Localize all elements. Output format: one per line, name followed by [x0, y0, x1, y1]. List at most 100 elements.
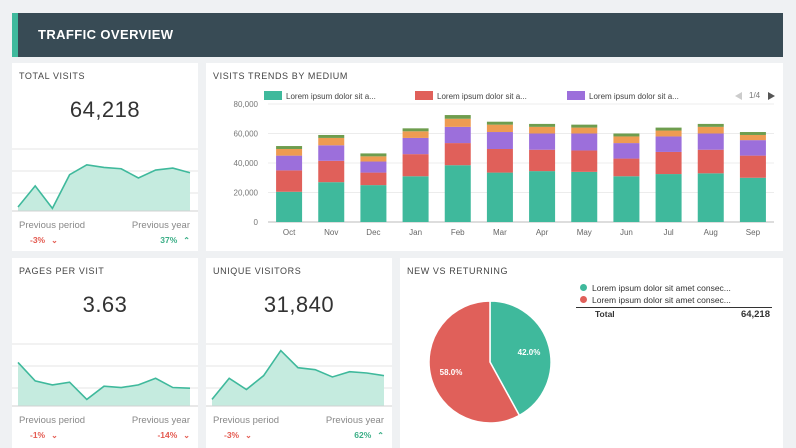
- bar-segment: [613, 158, 640, 177]
- sparkline-area: [18, 362, 190, 406]
- previous-period-value: -3%: [30, 235, 46, 245]
- sparkline-area: [212, 350, 384, 406]
- bar-segment: [486, 172, 513, 222]
- unique-visitors-value: 31,840: [263, 292, 335, 317]
- unique-visitors-card: UNIQUE VISITORS 31,840 Previous period P…: [206, 258, 392, 448]
- previous-year-label: Previous year: [131, 415, 190, 426]
- bar-segment: [571, 124, 598, 128]
- x-tick-label: Apr: [536, 228, 549, 237]
- bar-segment: [360, 172, 387, 186]
- bar-segment: [739, 132, 766, 135]
- bar-segment: [318, 182, 345, 222]
- bar-segment: [613, 143, 640, 159]
- bar-segment: [697, 123, 724, 127]
- bar-segment: [655, 151, 682, 175]
- previous-period-change: -1% ⌄: [30, 430, 58, 440]
- new-vs-returning-card: NEW VS RETURNING 42.0% 58.0% Lorem ipsum …: [400, 258, 783, 448]
- bar-segment: [697, 133, 724, 150]
- total-label: Total: [595, 309, 615, 319]
- legend-item-series-2: Lorem ipsum dolor sit a...: [415, 91, 527, 101]
- bar-segment: [444, 126, 471, 144]
- arrow-down-icon: ⌄: [183, 431, 190, 440]
- bar-segment: [402, 137, 429, 155]
- previous-period-label: Previous period: [213, 415, 280, 426]
- bar-segment: [697, 149, 724, 174]
- previous-year-value: -14%: [157, 430, 178, 440]
- bar-segment: [655, 136, 682, 152]
- bar-segment: [529, 171, 556, 222]
- sparkline-line: [211, 349, 385, 400]
- bar-segment: [739, 134, 766, 141]
- bar-segment: [739, 140, 766, 156]
- pie-slice: [428, 300, 521, 424]
- bar-segment: [360, 156, 387, 162]
- card-title: PAGES PER VISIT: [19, 266, 105, 276]
- x-tick-label: Jan: [409, 228, 422, 237]
- bar-segment: [444, 115, 471, 119]
- pie-slice-label: 58.0%: [440, 368, 463, 377]
- previous-year-label: Previous year: [131, 220, 190, 231]
- legend-next-page-icon[interactable]: [768, 92, 775, 100]
- arrow-down-icon: ⌄: [51, 431, 58, 440]
- previous-period-change: -3% ⌄: [30, 235, 58, 245]
- bar-segment: [697, 126, 724, 134]
- bar-segment: [571, 171, 598, 222]
- y-tick-label: 80,000: [234, 100, 259, 109]
- card-title: TOTAL VISITS: [19, 71, 86, 81]
- bar-segment: [402, 154, 429, 177]
- bar-segment: [655, 130, 682, 137]
- bar-segment: [486, 124, 513, 133]
- total-visits-sparkline: [12, 148, 198, 212]
- x-tick-label: Feb: [451, 228, 465, 237]
- bar-segment: [402, 176, 429, 222]
- bar-segment: [276, 148, 303, 156]
- unique-visitors-sparkline: [206, 343, 392, 407]
- x-tick-label: Aug: [704, 228, 718, 237]
- x-tick-label: Dec: [366, 228, 380, 237]
- pie-legend-item-returning: Lorem ipsum dolor sit amet consec...: [580, 295, 731, 305]
- bar-segment: [697, 173, 724, 222]
- bar-segment: [613, 176, 640, 222]
- legend-dot: [580, 284, 587, 291]
- previous-period-label: Previous period: [19, 415, 86, 426]
- legend-swatch: [415, 91, 433, 100]
- y-tick-label: 0: [254, 218, 259, 227]
- visits-trends-card: VISITS TRENDS BY MEDIUM Lorem ipsum dolo…: [206, 63, 783, 251]
- bar-segment: [571, 133, 598, 151]
- y-tick-label: 20,000: [234, 189, 259, 198]
- bar-segment: [402, 128, 429, 132]
- arrow-down-icon: ⌄: [51, 236, 58, 245]
- bar-segment: [739, 155, 766, 178]
- bar-segment: [529, 123, 556, 127]
- arrow-up-icon: ⌃: [377, 431, 384, 440]
- bar-segment: [571, 150, 598, 172]
- dashboard-header: TRAFFIC OVERVIEW: [12, 13, 783, 57]
- bar-segment: [444, 143, 471, 166]
- previous-year-change: -14% ⌄: [157, 430, 190, 440]
- previous-year-value: 37%: [160, 235, 178, 245]
- bar-segment: [276, 191, 303, 222]
- legend-swatch: [567, 91, 585, 100]
- pages-per-visit-value: 3.63: [82, 292, 128, 317]
- bar-segment: [613, 136, 640, 144]
- y-tick-label: 40,000: [234, 159, 259, 168]
- legend-divider: [576, 307, 772, 308]
- legend-swatch: [264, 91, 282, 100]
- previous-period-change: -3% ⌄: [224, 430, 252, 440]
- bar-segment: [571, 127, 598, 134]
- bar-segment: [360, 185, 387, 222]
- visits-trends-bar-chart: 0 20,000 40,000 60,000 80,000 Oct Nov Dec Jan Feb…: [234, 100, 774, 237]
- x-tick-label: Sep: [746, 228, 761, 237]
- pie-slice: [489, 300, 552, 417]
- legend-label: Lorem ipsum dolor sit amet consec...: [592, 283, 731, 293]
- bar-segment: [486, 132, 513, 149]
- bar-segment: [360, 153, 387, 157]
- previous-year-change: 62% ⌃: [354, 430, 384, 440]
- legend-prev-page-icon[interactable]: [735, 92, 742, 100]
- x-tick-label: Oct: [283, 228, 296, 237]
- sparkline-area: [18, 164, 190, 211]
- pages-per-visit-card: PAGES PER VISIT 3.63 Previous period Pre…: [12, 258, 198, 448]
- bar-segment: [444, 165, 471, 222]
- new-vs-returning-pie-chart: 42.0% 58.0%: [428, 300, 552, 424]
- bar-segment: [276, 170, 303, 192]
